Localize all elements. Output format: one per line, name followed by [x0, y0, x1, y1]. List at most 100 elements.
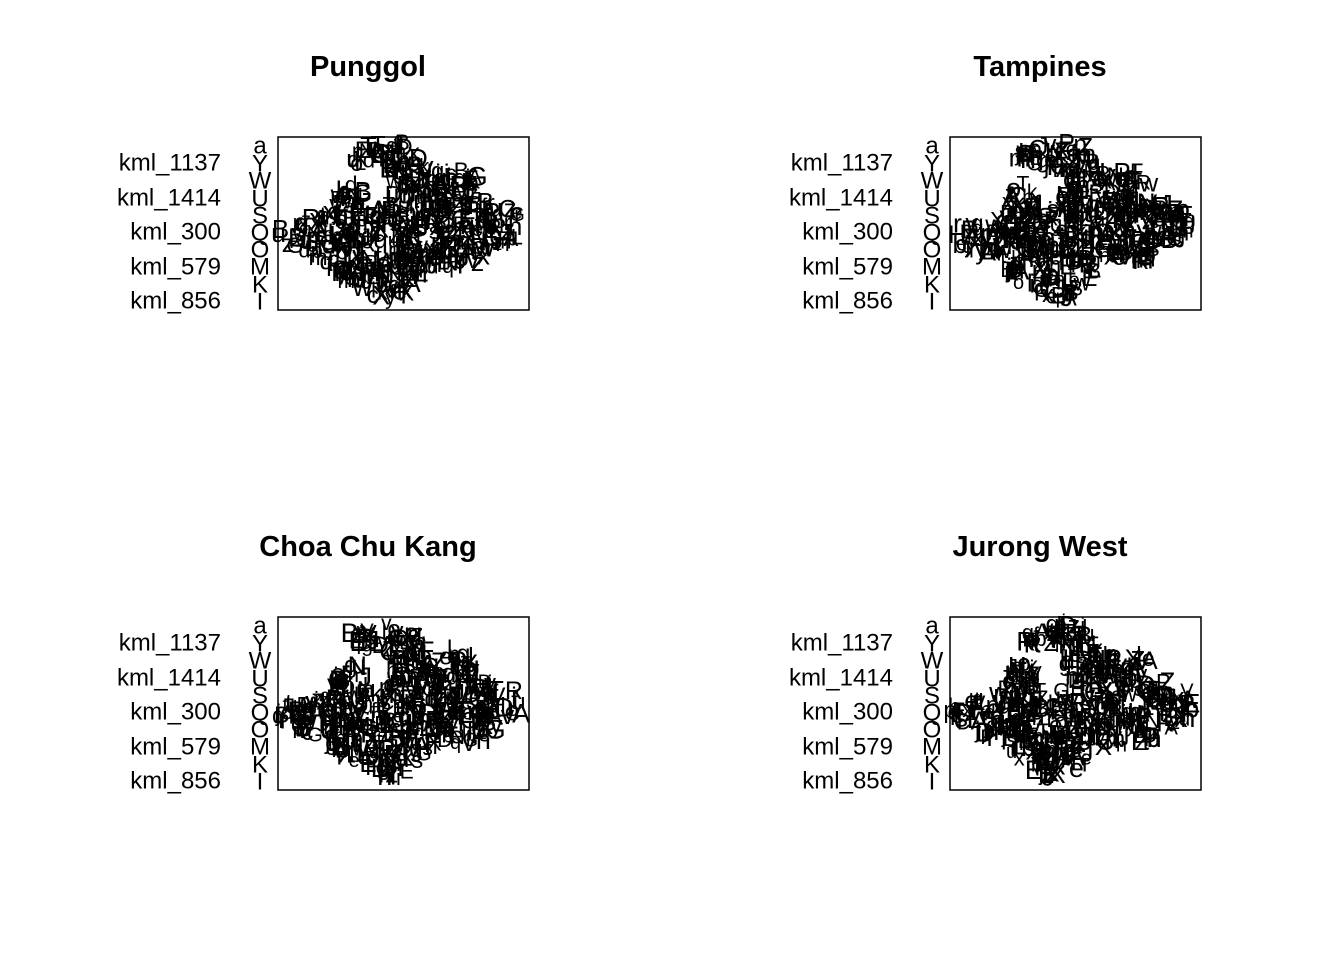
point-label: b [952, 229, 966, 259]
point-label: b [424, 252, 437, 278]
point-label: T [285, 701, 300, 728]
point-label: s [316, 222, 328, 249]
point-label: X [1144, 201, 1159, 226]
point-label: n [1123, 222, 1136, 249]
point-label: o [404, 214, 415, 236]
point-label: f [369, 721, 376, 748]
point-label: q [1126, 196, 1140, 224]
point-label: c [339, 226, 352, 254]
point-label: c [426, 165, 438, 191]
point-label: s [403, 650, 416, 678]
point-label: V [1052, 143, 1066, 165]
point-label: i [488, 672, 493, 695]
point-label: J [1011, 232, 1022, 255]
point-label: r [438, 665, 446, 692]
point-label: G [319, 230, 336, 255]
y-tick-label: kml_1137 [791, 629, 893, 656]
point-label: y [375, 242, 388, 272]
point-label: i [1057, 196, 1062, 222]
point-label: w [1031, 228, 1052, 258]
point-label: j [423, 662, 428, 684]
point-label: B [477, 189, 494, 217]
point-label: C [1016, 141, 1033, 168]
edge-label: O [923, 236, 942, 263]
point-label: x [1101, 167, 1113, 193]
point-label: v [353, 259, 365, 285]
point-label: R [1086, 222, 1104, 250]
point-label: r [438, 193, 445, 216]
point-label: s [1173, 230, 1183, 252]
point-label: H [414, 207, 432, 235]
point-label: l [1122, 207, 1127, 230]
point-label: t [395, 739, 402, 765]
point-label: G [437, 212, 456, 239]
point-label: t [1001, 246, 1007, 268]
point-label: e [1069, 269, 1080, 291]
point-label: c [1099, 232, 1110, 255]
edge-label: I [929, 768, 936, 795]
point-label: y [965, 210, 978, 238]
point-label: Z [377, 274, 390, 297]
point-label: s [1046, 195, 1059, 223]
point-label: L [342, 244, 357, 274]
point-label: J [503, 222, 514, 245]
point-label: P [376, 697, 391, 723]
point-label: Z [450, 218, 465, 246]
point-label: y [999, 202, 1011, 228]
point-label: R [436, 199, 453, 225]
point-label: r [392, 654, 400, 681]
point-label: G [415, 742, 431, 765]
point-label: e [386, 191, 397, 213]
point-label: H [409, 632, 426, 659]
y-tick-label: kml_856 [130, 767, 221, 794]
point-label: z [1012, 206, 1026, 236]
point-label: s [479, 206, 490, 229]
point-label: L [1127, 224, 1140, 251]
point-label: V [360, 621, 377, 649]
point-label: j [364, 709, 370, 734]
point-label: R [327, 686, 344, 712]
point-label: P [1129, 226, 1147, 256]
point-label: T [419, 728, 435, 758]
point-label: h [395, 251, 407, 274]
point-label: f [416, 163, 424, 193]
point-label: n [1099, 245, 1110, 267]
point-label: R [422, 210, 440, 238]
point-label: G [485, 715, 506, 745]
point-label: B [1112, 234, 1128, 261]
point-label: c [397, 734, 409, 761]
point-label: T [370, 132, 385, 160]
y-tick-label: kml_856 [802, 767, 893, 794]
point-label: o [1006, 173, 1021, 203]
point-label: n [355, 247, 370, 277]
point-label: r [393, 685, 400, 710]
point-label: F [360, 682, 374, 708]
point-label: T [309, 226, 325, 256]
point-label: V [1035, 251, 1053, 281]
point-label: X [380, 744, 395, 769]
point-label: n [456, 667, 470, 697]
point-label: u [427, 194, 440, 220]
point-label: R [1058, 232, 1076, 260]
point-label: R [1132, 248, 1149, 274]
point-label: x [1042, 281, 1054, 308]
point-label: q [347, 214, 360, 240]
point-label: F [1057, 135, 1073, 165]
point-label: p [1170, 204, 1184, 234]
point-label: m [418, 704, 437, 730]
point-label: R [288, 697, 306, 725]
point-label: V [1017, 202, 1031, 224]
point-label: P [409, 665, 423, 688]
point-label: q [1029, 187, 1043, 215]
chart-title: Tampines [973, 51, 1106, 83]
point-label: b [301, 701, 315, 731]
point-label: s [430, 233, 443, 261]
point-label: e [1142, 645, 1155, 671]
point-label: G [1065, 249, 1083, 275]
point-label: B [328, 672, 346, 702]
point-label: j [964, 233, 970, 258]
point-label: b [335, 734, 349, 764]
point-label: P [433, 248, 446, 270]
point-label: h [329, 221, 343, 251]
point-label: B [395, 130, 410, 155]
